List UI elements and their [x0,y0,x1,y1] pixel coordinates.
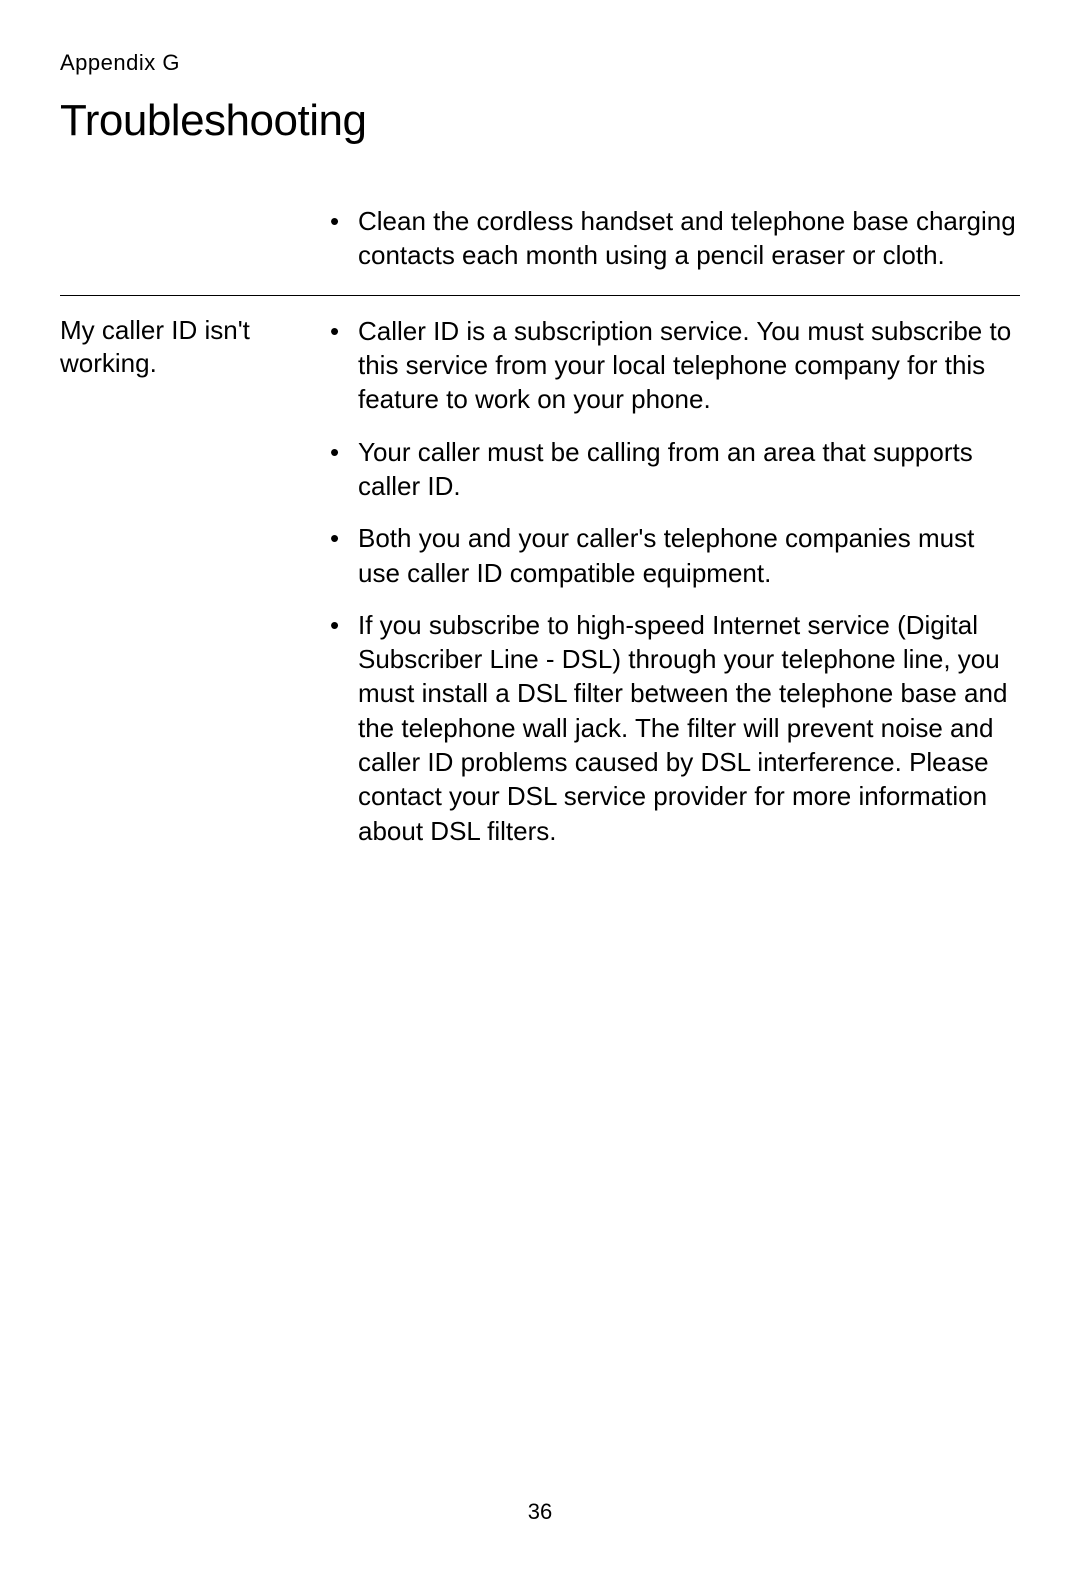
list-item: If you subscribe to high-speed Internet … [320,608,1020,848]
table-row: My caller ID isn't working. Caller ID is… [60,295,1020,870]
appendix-label: Appendix G [60,50,1020,76]
list-item: Caller ID is a subscription service. You… [320,314,1020,417]
bullet-list: Clean the cordless handset and telephone… [320,204,1020,273]
table-row: Clean the cordless handset and telephone… [60,186,1020,295]
page-number: 36 [0,1499,1080,1525]
page-title: Troubleshooting [60,96,1020,146]
troubleshoot-table: Clean the cordless handset and telephone… [60,186,1020,870]
problem-cell [60,186,320,295]
list-item: Clean the cordless handset and telephone… [320,204,1020,273]
problem-cell: My caller ID isn't working. [60,295,320,870]
bullet-list: Caller ID is a subscription service. You… [320,314,1020,848]
list-item: Both you and your caller's telephone com… [320,521,1020,590]
solution-cell: Caller ID is a subscription service. You… [320,295,1020,870]
solution-cell: Clean the cordless handset and telephone… [320,186,1020,295]
list-item: Your caller must be calling from an area… [320,435,1020,504]
